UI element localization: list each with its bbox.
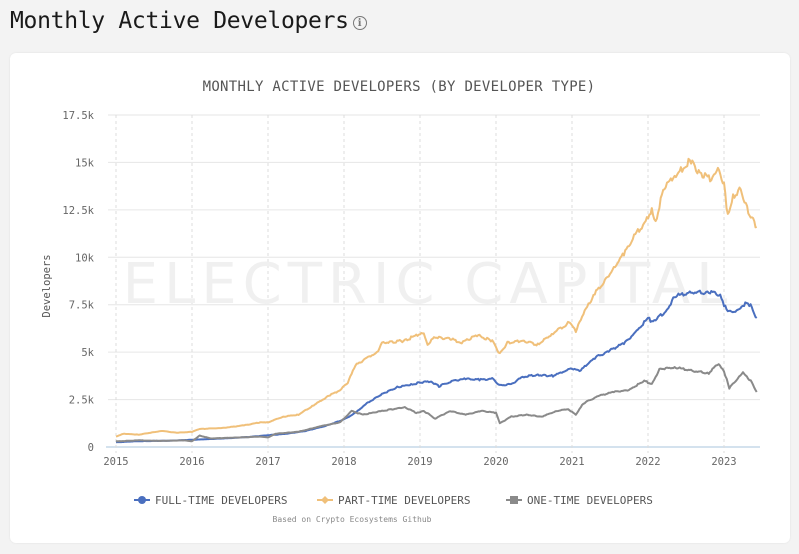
x-tick-label: 2021 [559,456,584,468]
legend-diamond-marker [321,496,329,504]
legend-square-marker [510,496,518,504]
y-axis-label: Developers [41,254,53,317]
series-group [115,157,758,444]
y-axis: 0 2.5k 5k 7.5k 10k 12.5k 15k 17.5k [62,110,94,454]
x-tick-label: 2018 [331,456,356,468]
y-tick-label: 2.5k [69,395,95,407]
page-header: Monthly Active Developers i [10,4,367,38]
info-icon[interactable]: i [352,16,367,30]
y-tick-label: 10k [75,252,95,264]
x-tick-label: 2023 [711,456,736,468]
y-tick-label: 0 [88,442,94,454]
chart-svg: MONTHLY ACTIVE DEVELOPERS (BY DEVELOPER … [41,79,760,524]
series-line-part-time-developers [115,157,758,438]
y-tick-label: 15k [75,157,95,169]
series-line-one-time-developers [115,363,758,443]
legend-circle-marker [138,496,146,504]
legend-item: PART-TIME DEVELOPERS [317,494,470,507]
chart-title: MONTHLY ACTIVE DEVELOPERS (BY DEVELOPER … [203,79,596,95]
x-tick-label: 2022 [635,456,660,468]
legend-label: PART-TIME DEVELOPERS [338,494,470,507]
x-tick-label: 2017 [255,456,280,468]
legend-label: ONE-TIME DEVELOPERS [527,494,653,507]
x-tick-label: 2015 [103,456,128,468]
source-note: Based on Crypto Ecosystems Github [273,515,432,524]
grid [106,114,760,453]
x-tick-label: 2019 [407,456,432,468]
y-tick-label: 5k [81,347,94,359]
legend-label: FULL-TIME DEVELOPERS [155,494,287,507]
y-tick-label: 7.5k [69,300,95,312]
legend-item: ONE-TIME DEVELOPERS [506,494,653,507]
legend-item: FULL-TIME DEVELOPERS [134,494,287,507]
x-tick-label: 2020 [483,456,508,468]
x-axis: 2015 2016 2017 2018 2019 2020 2021 2022 2023 [103,456,736,468]
chart-card: MONTHLY ACTIVE DEVELOPERS (BY DEVELOPER … [10,53,790,543]
watermark: ELECTRIC CAPITAL [123,252,734,317]
y-tick-label: 12.5k [62,205,94,217]
x-tick-label: 2016 [179,456,204,468]
legend: FULL-TIME DEVELOPERS PART-TIME DEVELOPERS… [134,494,653,507]
page-title: Monthly Active Developers [10,8,349,34]
y-tick-label: 17.5k [62,110,94,122]
